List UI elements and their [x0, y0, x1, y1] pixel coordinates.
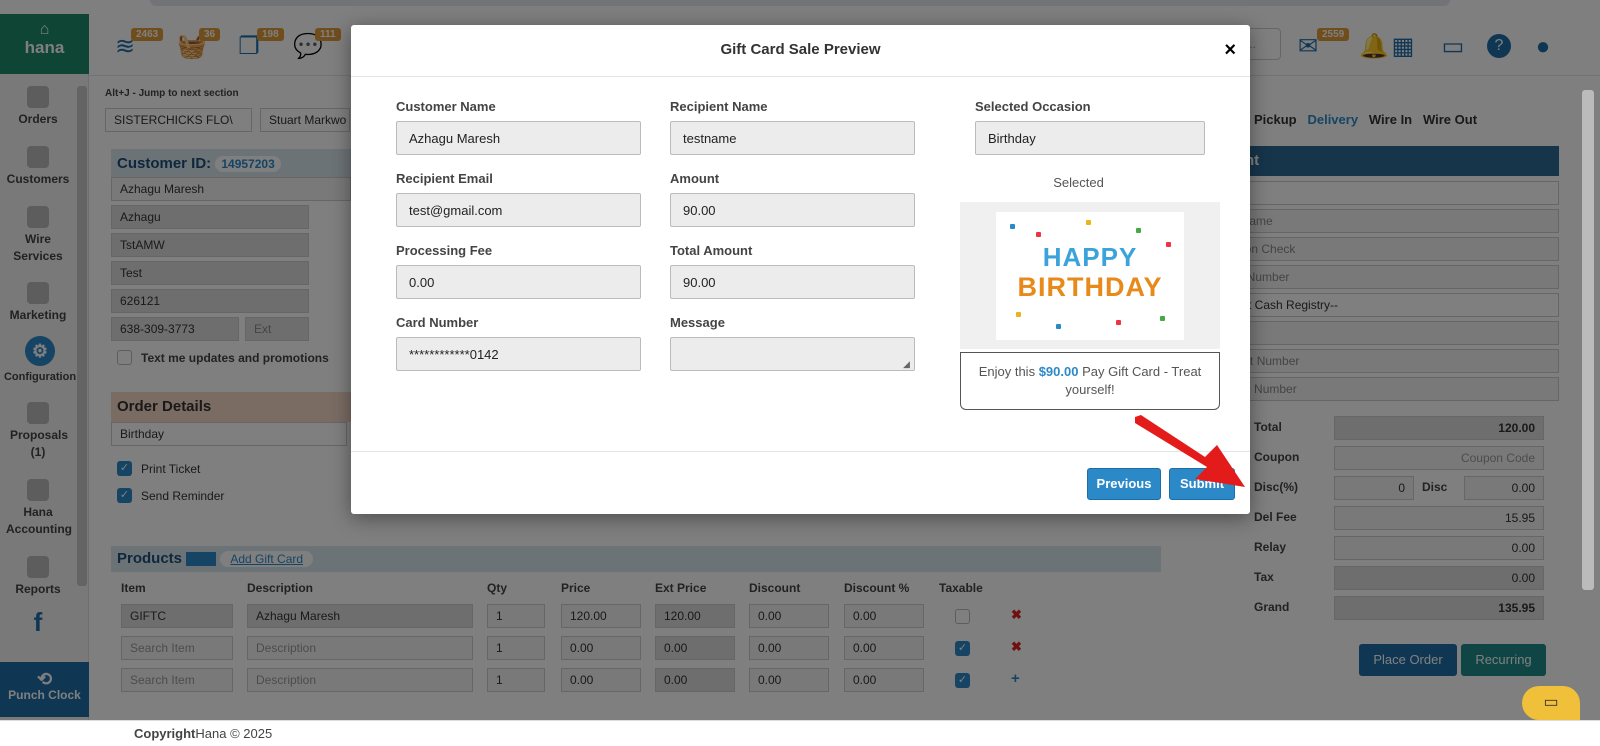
amount-field[interactable]: 90.00 [670, 193, 915, 227]
recipient-name-label: Recipient Name [670, 99, 768, 114]
message-label: Message [670, 315, 725, 330]
recipient-email-label: Recipient Email [396, 171, 493, 186]
gift-card-design[interactable]: HAPPY BIRTHDAY [960, 202, 1220, 349]
selected-occasion-label: Selected Occasion [975, 99, 1091, 114]
gift-card-message: Enjoy this $90.00 Pay Gift Card - Treat … [960, 352, 1220, 410]
happy-birthday-image: HAPPY BIRTHDAY [996, 212, 1184, 340]
card-msg-post: Pay Gift Card - Treat yourself! [1065, 364, 1202, 397]
gift-card-preview-modal: Gift Card Sale Preview × Customer Name A… [351, 25, 1250, 514]
recipient-name-field[interactable]: testname [670, 121, 915, 155]
customer-name-field[interactable]: Azhagu Maresh [396, 121, 641, 155]
message-textarea[interactable] [670, 337, 915, 371]
amount-label: Amount [670, 171, 720, 186]
card-line-2: BIRTHDAY [1017, 272, 1163, 302]
card-msg-amount: $90.00 [1038, 364, 1079, 379]
annotation-arrow-icon [1135, 415, 1245, 487]
chat-widget-icon[interactable]: ▭ [1522, 686, 1580, 720]
previous-button[interactable]: Previous [1087, 468, 1161, 500]
card-number-label: Card Number [396, 315, 479, 330]
total-amount-label: Total Amount [670, 243, 753, 258]
customer-name-label: Customer Name [396, 99, 496, 114]
modal-title: Gift Card Sale Preview [720, 41, 881, 58]
selected-caption: Selected [1053, 175, 1104, 190]
selected-occasion-field[interactable]: Birthday [975, 121, 1205, 155]
divider [351, 451, 1250, 452]
footer-brand: Copyright [134, 726, 196, 741]
page-scrollbar[interactable] [1582, 90, 1594, 590]
card-number-field[interactable]: ************0142 [396, 337, 641, 371]
footer-text: Hana © 2025 [195, 726, 273, 741]
footer: CopyrightHana © 2025 [0, 720, 1600, 746]
processing-fee-field[interactable]: 0.00 [396, 265, 641, 299]
divider [351, 76, 1250, 77]
total-amount-field[interactable]: 90.00 [670, 265, 915, 299]
card-msg-pre: Enjoy this [978, 364, 1036, 379]
close-icon[interactable]: × [1224, 39, 1236, 61]
resize-handle-icon[interactable]: ◢ [903, 359, 910, 369]
recipient-email-field[interactable]: test@gmail.com [396, 193, 641, 227]
processing-fee-label: Processing Fee [396, 243, 493, 258]
card-line-1: HAPPY [1042, 242, 1138, 272]
